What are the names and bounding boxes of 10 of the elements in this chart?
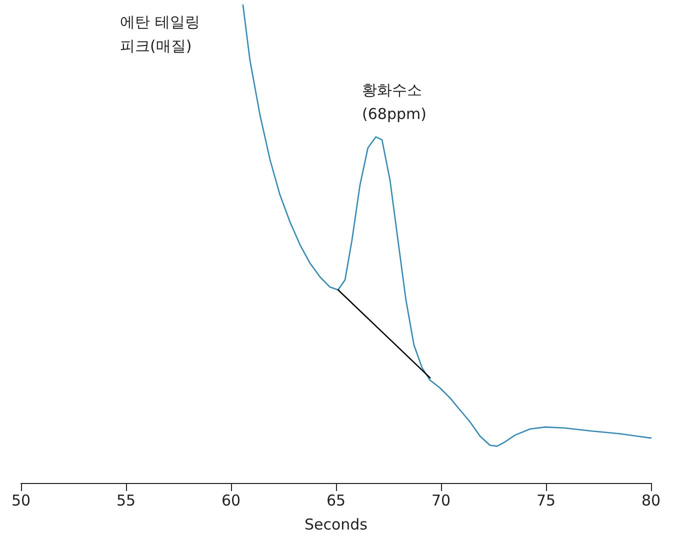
x-tick-label: 55: [116, 492, 136, 510]
x-axis-title: Seconds: [304, 516, 368, 534]
x-tick-label: 75: [536, 492, 556, 510]
x-tick-label: 50: [11, 492, 31, 510]
x-tick-label: 80: [641, 492, 661, 510]
x-tick-label: 65: [326, 492, 346, 510]
annotation: 황화수소 (68ppm): [362, 81, 426, 123]
annotation: 에탄 테일링 피크(매질): [120, 13, 200, 55]
x-tick-label: 60: [221, 492, 241, 510]
x-tick-label: 70: [431, 492, 451, 510]
